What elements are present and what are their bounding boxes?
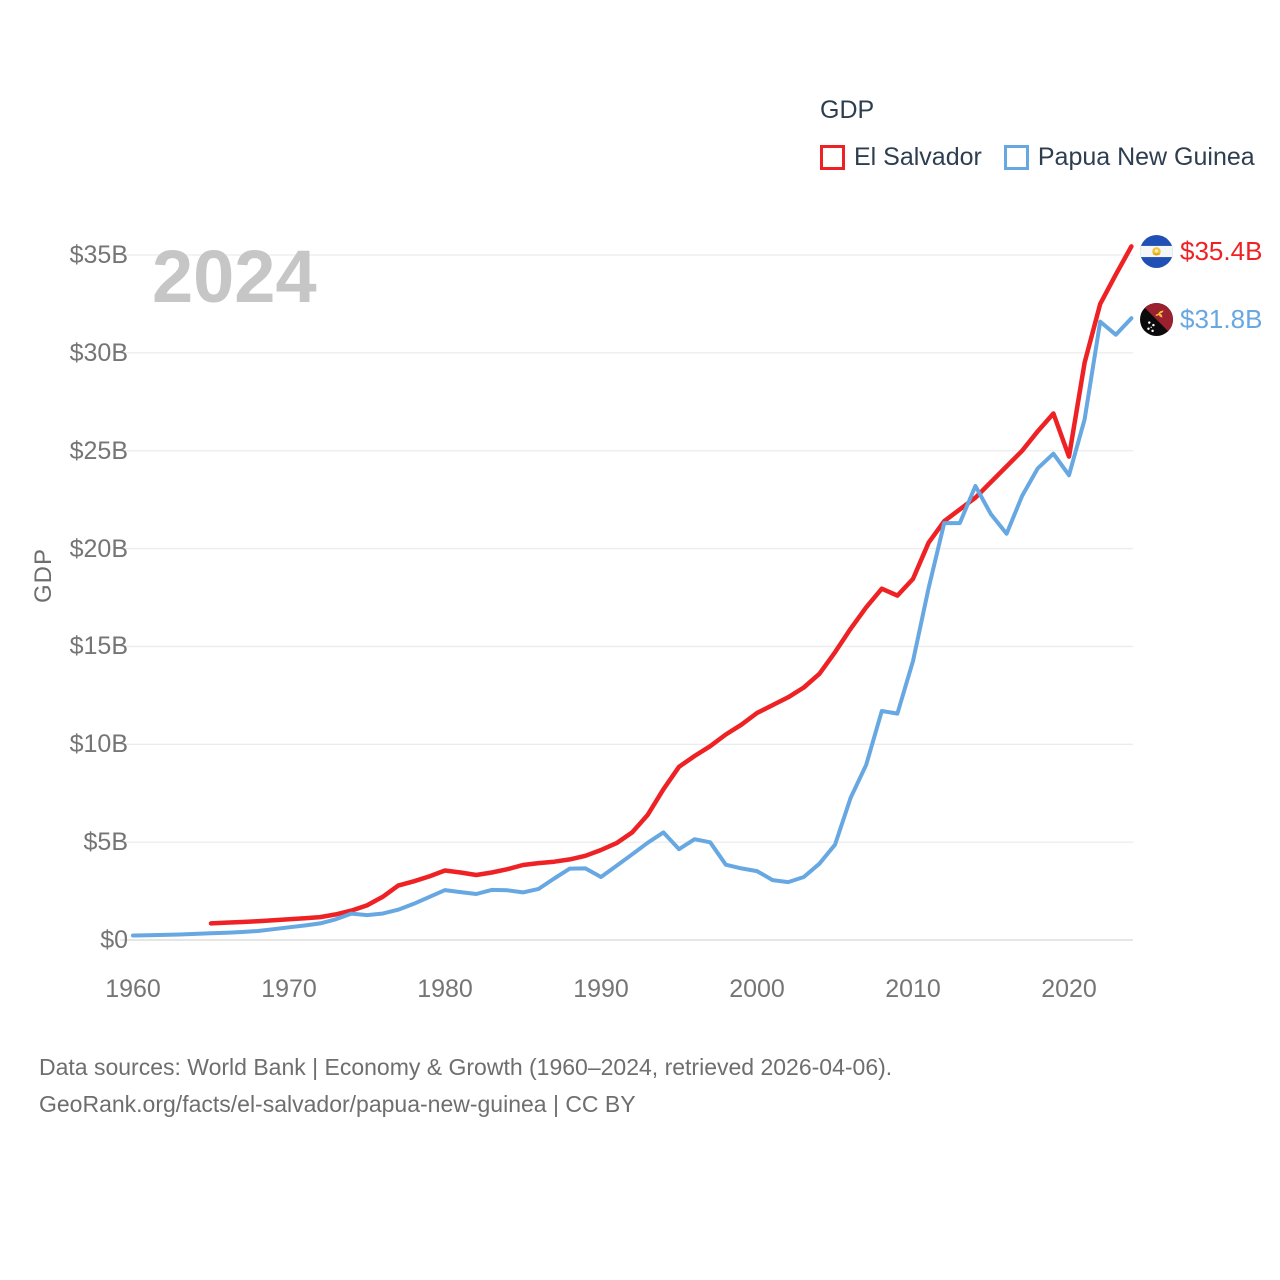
y-tick-label: $30B xyxy=(69,338,128,367)
data-sources-line: Data sources: World Bank | Economy & Gro… xyxy=(39,1054,893,1080)
el-salvador-swatch-icon xyxy=(820,145,845,170)
y-tick-label: $0 xyxy=(100,926,128,954)
legend: GDP El Salvador Papua New Guinea xyxy=(820,96,1255,172)
el-salvador-flag-icon xyxy=(1140,235,1173,268)
year-watermark: 2024 xyxy=(152,235,317,318)
papua-new-guinea-flag-icon xyxy=(1140,303,1173,336)
legend-items: El Salvador Papua New Guinea xyxy=(820,143,1255,172)
el-salvador-end-label: $35.4B xyxy=(1140,235,1262,268)
x-tick-label: 2020 xyxy=(1041,975,1097,1003)
papua-new-guinea-swatch-icon xyxy=(1003,145,1029,170)
papua-new-guinea-line[interactable] xyxy=(131,316,1134,938)
papua-new-guinea-end-value: $31.8B xyxy=(1180,304,1263,334)
y-tick-label: $10B xyxy=(69,730,128,759)
x-tick-label: 1970 xyxy=(261,975,317,1003)
el-salvador-line[interactable] xyxy=(208,244,1134,926)
series-lines xyxy=(131,244,1134,938)
y-tick-label: $5B xyxy=(83,828,128,857)
x-tick-label: 1980 xyxy=(417,975,473,1003)
el-salvador-end-value: $35.4B xyxy=(1180,236,1263,266)
papua-new-guinea-end-label: $31.8B xyxy=(1140,303,1262,336)
legend-label: Papua New Guinea xyxy=(1037,143,1255,171)
legend-label: El Salvador xyxy=(854,143,982,171)
y-tick-label: $35B xyxy=(69,241,128,269)
attribution-line: GeoRank.org/facts/el-salvador/papua-new-… xyxy=(39,1091,636,1117)
legend-item-el-salvador[interactable]: El Salvador xyxy=(820,143,982,172)
x-tick-label: 2000 xyxy=(729,975,785,1003)
footer: Data sources: World Bank | Economy & Gro… xyxy=(39,1049,892,1123)
y-tick-label: $20B xyxy=(69,534,128,563)
x-tick-label: 1960 xyxy=(105,975,161,1003)
y-tick-label: $15B xyxy=(69,632,128,661)
x-tick-label: 2010 xyxy=(885,975,941,1003)
legend-title: GDP xyxy=(820,96,875,124)
gridlines xyxy=(120,254,1133,941)
x-tick-label: 1990 xyxy=(573,975,629,1003)
y-tick-label: $25B xyxy=(69,436,128,465)
legend-item-papua-new-guinea[interactable]: Papua New Guinea xyxy=(1003,143,1255,172)
